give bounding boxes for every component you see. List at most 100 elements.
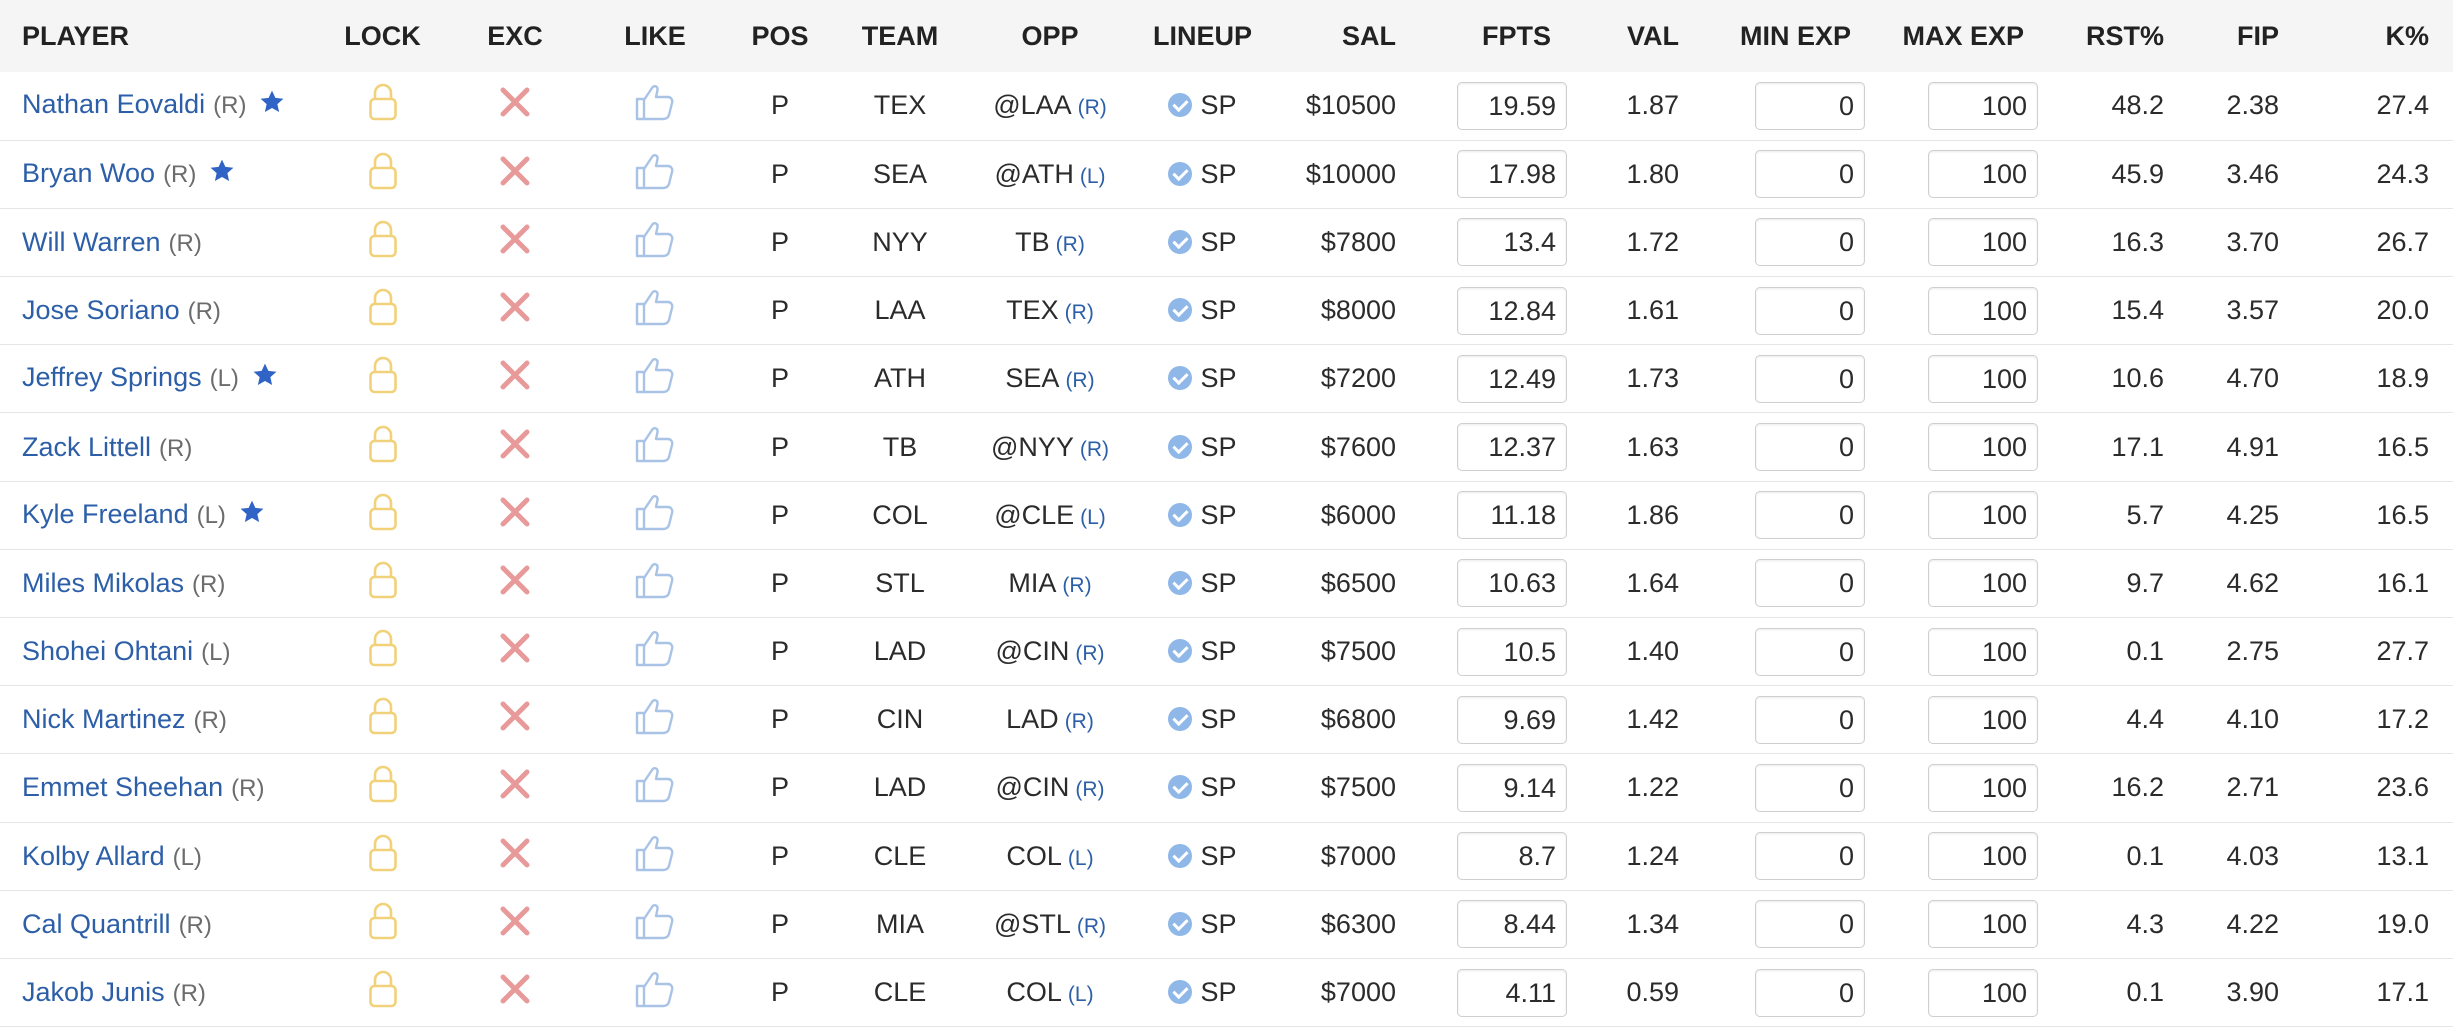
max-exp-input[interactable]: 100 xyxy=(1928,763,2038,812)
lock-icon[interactable] xyxy=(368,764,398,811)
x-icon[interactable] xyxy=(498,358,532,399)
x-icon[interactable] xyxy=(498,767,532,808)
x-icon[interactable] xyxy=(498,85,532,126)
min-exp-input[interactable]: 0 xyxy=(1755,150,1865,199)
max-exp-input[interactable]: 100 xyxy=(1928,968,2038,1017)
player-name-link[interactable]: Kolby Allard xyxy=(22,840,165,871)
header-lineup[interactable]: LINEUP xyxy=(1152,20,1252,51)
fpts-input[interactable]: 13.4 xyxy=(1457,218,1567,267)
player-name-link[interactable]: Miles Mikolas xyxy=(22,567,185,598)
min-exp-input[interactable]: 0 xyxy=(1755,695,1865,744)
min-exp-input[interactable]: 0 xyxy=(1755,832,1865,881)
player-name-link[interactable]: Nathan Eovaldi xyxy=(22,89,206,120)
max-exp-input[interactable]: 100 xyxy=(1928,423,2038,472)
fpts-input[interactable]: 10.63 xyxy=(1457,559,1567,608)
header-player[interactable]: PLAYER xyxy=(22,20,130,51)
player-name-link[interactable]: Cal Quantrill xyxy=(22,908,171,939)
fpts-input[interactable]: 19.59 xyxy=(1457,81,1567,130)
header-fip[interactable]: FIP xyxy=(2236,20,2279,51)
fpts-input[interactable]: 17.98 xyxy=(1457,150,1567,199)
thumbs-up-icon[interactable] xyxy=(634,355,676,402)
header-min-exp[interactable]: MIN EXP xyxy=(1739,20,1851,51)
max-exp-input[interactable]: 100 xyxy=(1928,900,2038,949)
player-name-link[interactable]: Jakob Junis xyxy=(22,977,165,1008)
min-exp-input[interactable]: 0 xyxy=(1755,354,1865,403)
thumbs-up-icon[interactable] xyxy=(634,969,676,1016)
x-icon[interactable] xyxy=(498,904,532,945)
max-exp-input[interactable]: 100 xyxy=(1928,627,2038,676)
lock-icon[interactable] xyxy=(368,492,398,539)
player-name-link[interactable]: Emmet Sheehan xyxy=(22,772,224,803)
thumbs-up-icon[interactable] xyxy=(634,696,676,743)
header-k[interactable]: K% xyxy=(2385,20,2429,51)
x-icon[interactable] xyxy=(498,427,532,468)
player-name-link[interactable]: Jose Soriano xyxy=(22,295,180,326)
min-exp-input[interactable]: 0 xyxy=(1755,968,1865,1017)
thumbs-up-icon[interactable] xyxy=(634,560,676,607)
thumbs-up-icon[interactable] xyxy=(634,628,676,675)
fpts-input[interactable]: 9.69 xyxy=(1457,695,1567,744)
header-opp[interactable]: OPP xyxy=(1021,20,1079,51)
x-icon[interactable] xyxy=(498,836,532,877)
x-icon[interactable] xyxy=(498,699,532,740)
header-lock[interactable]: LOCK xyxy=(344,20,421,51)
fpts-input[interactable]: 10.5 xyxy=(1457,627,1567,676)
min-exp-input[interactable]: 0 xyxy=(1755,218,1865,267)
lock-icon[interactable] xyxy=(368,287,398,334)
min-exp-input[interactable]: 0 xyxy=(1755,491,1865,540)
header-exc[interactable]: EXC xyxy=(487,20,543,51)
player-name-link[interactable]: Kyle Freeland xyxy=(22,498,189,529)
thumbs-up-icon[interactable] xyxy=(634,833,676,880)
x-icon[interactable] xyxy=(498,154,532,195)
header-max-exp[interactable]: MAX EXP xyxy=(1902,20,2024,51)
header-rst[interactable]: RST% xyxy=(2085,20,2164,51)
max-exp-input[interactable]: 100 xyxy=(1928,286,2038,335)
lock-icon[interactable] xyxy=(368,628,398,675)
max-exp-input[interactable]: 100 xyxy=(1928,81,2038,130)
fpts-input[interactable]: 12.37 xyxy=(1457,423,1567,472)
fpts-input[interactable]: 8.7 xyxy=(1457,832,1567,881)
min-exp-input[interactable]: 0 xyxy=(1755,286,1865,335)
thumbs-up-icon[interactable] xyxy=(634,287,676,334)
max-exp-input[interactable]: 100 xyxy=(1928,559,2038,608)
max-exp-input[interactable]: 100 xyxy=(1928,491,2038,540)
thumbs-up-icon[interactable] xyxy=(634,424,676,471)
player-name-link[interactable]: Will Warren xyxy=(22,226,161,257)
fpts-input[interactable]: 11.18 xyxy=(1457,491,1567,540)
x-icon[interactable] xyxy=(498,495,532,536)
x-icon[interactable] xyxy=(498,290,532,331)
min-exp-input[interactable]: 0 xyxy=(1755,423,1865,472)
thumbs-up-icon[interactable] xyxy=(634,151,676,198)
min-exp-input[interactable]: 0 xyxy=(1755,900,1865,949)
max-exp-input[interactable]: 100 xyxy=(1928,354,2038,403)
header-team[interactable]: TEAM xyxy=(861,20,939,51)
lock-icon[interactable] xyxy=(368,219,398,266)
lock-icon[interactable] xyxy=(368,151,398,198)
fpts-input[interactable]: 12.84 xyxy=(1457,286,1567,335)
header-like[interactable]: LIKE xyxy=(624,20,686,51)
lock-icon[interactable] xyxy=(368,560,398,607)
thumbs-up-icon[interactable] xyxy=(634,219,676,266)
min-exp-input[interactable]: 0 xyxy=(1755,627,1865,676)
lock-icon[interactable] xyxy=(368,901,398,948)
player-name-link[interactable]: Nick Martinez xyxy=(22,704,186,735)
lock-icon[interactable] xyxy=(368,696,398,743)
x-icon[interactable] xyxy=(498,972,532,1013)
fpts-input[interactable]: 8.44 xyxy=(1457,900,1567,949)
max-exp-input[interactable]: 100 xyxy=(1928,150,2038,199)
min-exp-input[interactable]: 0 xyxy=(1755,559,1865,608)
lock-icon[interactable] xyxy=(368,969,398,1016)
player-name-link[interactable]: Bryan Woo xyxy=(22,157,156,188)
max-exp-input[interactable]: 100 xyxy=(1928,832,2038,881)
min-exp-input[interactable]: 0 xyxy=(1755,763,1865,812)
header-pos[interactable]: POS xyxy=(751,20,809,51)
fpts-input[interactable]: 12.49 xyxy=(1457,354,1567,403)
x-icon[interactable] xyxy=(498,222,532,263)
thumbs-up-icon[interactable] xyxy=(634,901,676,948)
thumbs-up-icon[interactable] xyxy=(634,82,676,129)
lock-icon[interactable] xyxy=(368,833,398,880)
header-val[interactable]: VAL xyxy=(1627,20,1679,51)
thumbs-up-icon[interactable] xyxy=(634,764,676,811)
lock-icon[interactable] xyxy=(368,355,398,402)
lock-icon[interactable] xyxy=(368,424,398,471)
